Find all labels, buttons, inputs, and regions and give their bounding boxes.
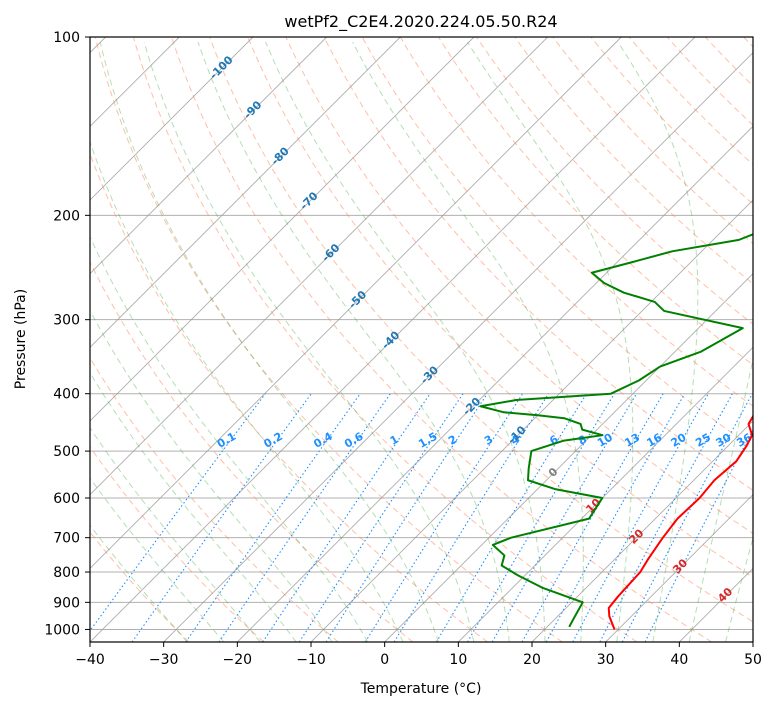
dry-adiabat-line xyxy=(94,37,563,642)
isotherm-line xyxy=(90,37,696,642)
isotherm-line xyxy=(90,37,548,496)
dry-adiabat-line xyxy=(628,37,753,166)
x-tick-label: 20 xyxy=(523,652,541,668)
isotherm-line xyxy=(384,273,753,642)
moist-adiabat-line xyxy=(197,41,510,642)
moist-adiabat-line xyxy=(90,426,261,642)
dry-adiabat-line xyxy=(90,446,264,642)
moist-adiabat-line xyxy=(90,140,404,642)
x-tick-label: −10 xyxy=(296,652,326,668)
moist-adiabat-line xyxy=(90,235,369,642)
isotherm-line xyxy=(90,37,475,422)
isotherm-line xyxy=(90,37,327,275)
x-tick-label: 40 xyxy=(670,652,688,668)
y-tick-label: 700 xyxy=(53,531,80,547)
y-tick-label: 400 xyxy=(53,387,80,403)
plot-frame xyxy=(89,36,754,643)
mixing-ratio-line xyxy=(90,393,266,632)
mixing-ratio-line xyxy=(262,393,431,642)
y-tick-label: 900 xyxy=(53,595,80,611)
isotherm-line xyxy=(90,37,622,569)
moist-adiabat-line xyxy=(352,41,584,642)
moist-adiabat-line xyxy=(90,371,297,642)
y-axis-title: Pressure (hPa) xyxy=(13,289,29,389)
y-tick-label: 100 xyxy=(53,30,80,46)
isotherm-line xyxy=(163,52,753,642)
x-tick-label: 50 xyxy=(744,652,762,668)
moist-adiabat-line xyxy=(90,477,225,642)
mixing-ratio-line xyxy=(644,428,753,642)
y-tick-label: 300 xyxy=(53,313,80,329)
x-tick-label: −40 xyxy=(75,652,105,668)
isotherm-line xyxy=(237,125,753,642)
mixing-ratio-line xyxy=(467,393,615,642)
plot-area xyxy=(90,37,753,642)
mixing-ratio-line xyxy=(325,393,488,642)
isotherm-line xyxy=(458,346,753,642)
mixing-ratio-label: 36 xyxy=(734,431,754,450)
dry-adiabat-line xyxy=(476,37,753,325)
isotherm-line xyxy=(531,420,753,642)
moist-adiabat-line xyxy=(617,41,699,642)
mixing-ratio-line xyxy=(298,393,464,642)
dry-adiabat-line xyxy=(514,37,753,285)
x-tick-label: 30 xyxy=(597,652,615,668)
mixing-ratio-line xyxy=(364,393,524,642)
data-series xyxy=(479,233,753,630)
dry-adiabat-line xyxy=(132,37,638,642)
moist-adiabat-line xyxy=(90,309,333,642)
axes: −40 −30 −20 −10 0 10 20 30 40 50 100 200 300 400 500 60… xyxy=(44,30,762,668)
y-tick-label: 800 xyxy=(53,565,80,581)
isotherm-line xyxy=(605,494,753,642)
moist-adiabat-line xyxy=(688,356,753,642)
x-axis-title: Temperature (°C) xyxy=(360,681,482,697)
dry-adiabat-line xyxy=(399,37,753,407)
grid-lines xyxy=(90,37,753,642)
moist-adiabat-line xyxy=(99,41,439,642)
chart-title: wetPf2_C2E4.2020.224.05.50.R24 xyxy=(284,12,557,32)
mixing-ratio-line xyxy=(545,393,686,642)
moist-adiabat-line xyxy=(265,41,546,642)
mixing-ratio-line xyxy=(131,393,312,642)
dry-adiabat-line xyxy=(90,260,414,642)
x-tick-label: −30 xyxy=(149,652,179,668)
plot-background xyxy=(90,37,753,642)
isotherm-line xyxy=(90,37,254,201)
mixing-ratio-line xyxy=(572,393,709,642)
isotherm-line xyxy=(752,641,753,642)
dry-adiabat-line xyxy=(361,37,753,449)
x-tick-label: 10 xyxy=(449,652,467,668)
mixing-ratio-line xyxy=(621,393,753,642)
y-tick-label: 200 xyxy=(53,208,80,224)
dewpoint-profile-line xyxy=(479,233,753,628)
dry-adiabat-line xyxy=(323,37,753,491)
background-lines xyxy=(90,37,753,642)
mixing-ratio-line xyxy=(393,393,550,642)
dry-adiabat-line xyxy=(209,37,753,623)
moist-adiabat-line xyxy=(725,536,753,642)
y-tick-label: 600 xyxy=(53,491,80,507)
isotherm-line xyxy=(90,37,401,348)
mixing-ratio-line xyxy=(185,393,361,642)
x-tick-label: 0 xyxy=(380,652,389,668)
dry-adiabat-line xyxy=(247,37,753,578)
x-tick-label: −20 xyxy=(223,652,253,668)
moist-adiabat-line xyxy=(90,524,188,642)
temperature-profile-line xyxy=(607,414,753,630)
y-tick-label: 1000 xyxy=(44,622,80,638)
mixing-ratio-line xyxy=(435,393,588,642)
y-tick-label: 500 xyxy=(53,444,80,460)
moist-adiabat-line xyxy=(143,41,475,642)
